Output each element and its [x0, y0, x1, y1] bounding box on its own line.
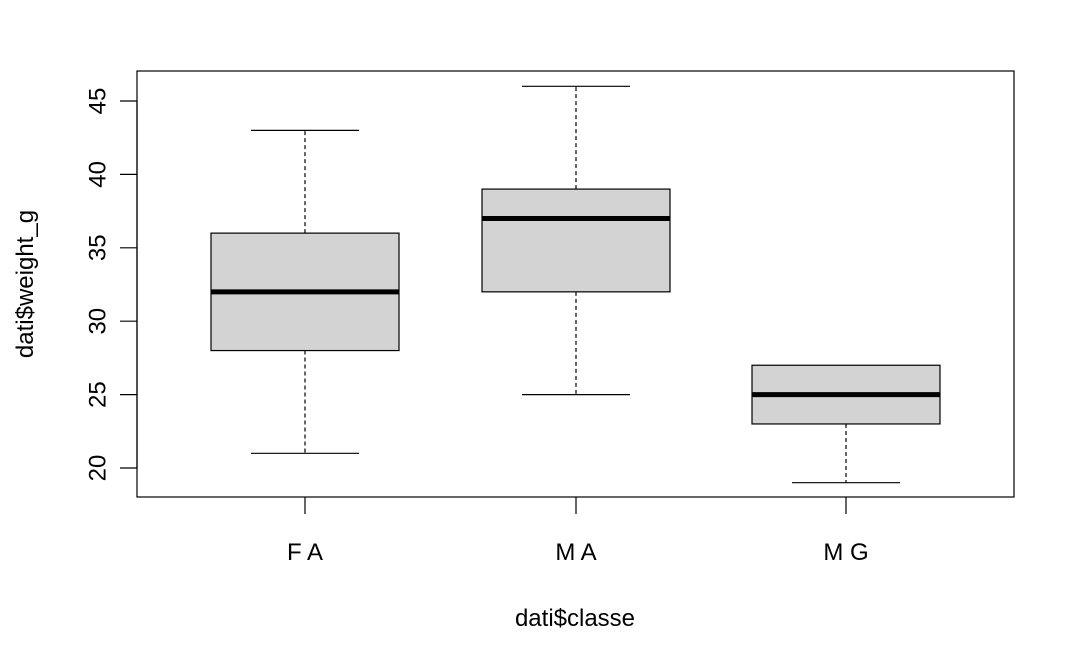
y-tick-label: 40	[85, 161, 112, 188]
x-tick-label: M A	[555, 539, 596, 566]
y-tick-label: 30	[85, 308, 112, 335]
box-1	[210, 129, 400, 454]
y-tick-label: 25	[85, 381, 112, 408]
x-tick-label: F A	[287, 539, 323, 566]
iqr-box	[481, 188, 671, 293]
box-series	[210, 85, 941, 484]
x-tick-label: M G	[823, 539, 868, 566]
y-axis: 20 25 30 35 40 45	[85, 88, 138, 482]
y-tick-label: 45	[85, 88, 112, 115]
box-3	[751, 364, 941, 484]
y-tick-label: 35	[85, 234, 112, 261]
x-axis-title: dati$classe	[515, 605, 635, 632]
y-tick-label: 20	[85, 455, 112, 482]
y-axis-title: dati$weight_g	[12, 210, 39, 358]
box-2	[481, 85, 671, 396]
